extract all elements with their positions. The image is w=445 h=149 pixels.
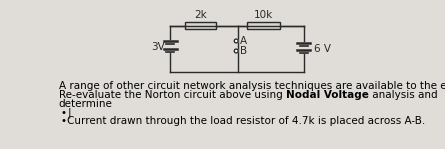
- Text: 2k: 2k: [194, 10, 207, 20]
- Text: |: |: [67, 108, 71, 118]
- Text: Current drawn through the load resistor of 4.7k is placed across A-B.: Current drawn through the load resistor …: [67, 116, 425, 127]
- Text: analysis and: analysis and: [368, 90, 437, 100]
- Text: 6 V: 6 V: [315, 44, 332, 54]
- Text: 3V: 3V: [151, 42, 165, 52]
- Text: 10k: 10k: [254, 10, 273, 20]
- Bar: [185, 22, 216, 30]
- Text: Re-evaluate the Norton circuit above using: Re-evaluate the Norton circuit above usi…: [59, 90, 286, 100]
- Circle shape: [234, 49, 238, 53]
- Text: •: •: [60, 116, 66, 127]
- Text: •: •: [60, 108, 66, 118]
- Bar: [247, 22, 280, 30]
- Text: Nodal Voltage: Nodal Voltage: [286, 90, 368, 100]
- Text: A: A: [240, 36, 247, 46]
- Circle shape: [234, 39, 238, 43]
- Text: determine: determine: [59, 99, 113, 109]
- Text: B: B: [240, 46, 247, 56]
- Text: A range of other circuit network analysis techniques are available to the engine: A range of other circuit network analysi…: [59, 81, 445, 91]
